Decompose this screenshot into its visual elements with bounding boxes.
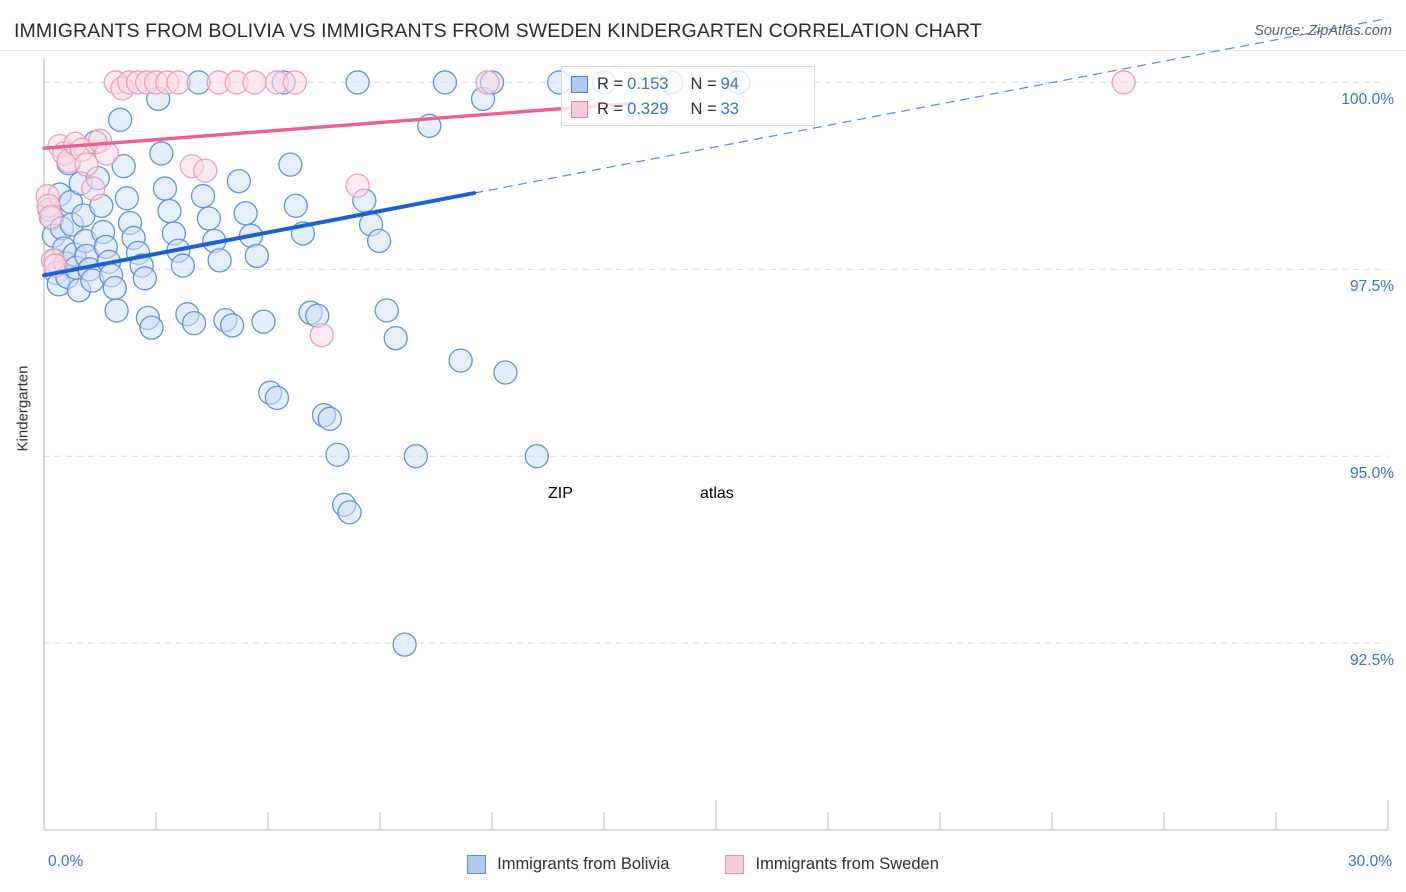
legend-item-bolivia[interactable]: Immigrants from Bolivia — [467, 854, 670, 874]
y-tick-label: 100.0% — [1341, 91, 1394, 109]
scatter-points — [35, 70, 1136, 657]
pink-r-value: 0.329 — [627, 100, 669, 118]
watermark-atlas: atlas — [700, 485, 734, 502]
pink-n-label: N = — [690, 100, 717, 118]
legend-label-bolivia: Immigrants from Bolivia — [497, 854, 670, 873]
watermark: ZIP atlas — [548, 485, 734, 502]
blue-n-value: 94 — [720, 75, 739, 93]
legend-label-sweden: Immigrants from Sweden — [755, 854, 939, 873]
y-tick-label: 95.0% — [1350, 465, 1394, 483]
blue-r-value: 0.153 — [627, 75, 669, 93]
stats-row-blue: R = 0.153 N = 94 — [571, 72, 805, 97]
x-tick-label: 30.0% — [1348, 853, 1392, 870]
y-tick-label: 97.5% — [1350, 278, 1394, 296]
pink-n-value: 33 — [720, 100, 739, 118]
source-attribution: Source: ZipAtlas.com — [1254, 23, 1392, 39]
series-legend: Immigrants from Bolivia Immigrants from … — [0, 849, 1406, 879]
x-tick-label: 0.0% — [48, 853, 84, 870]
blue-n-label: N = — [690, 75, 717, 93]
page-title: IMMIGRANTS FROM BOLIVIA VS IMMIGRANTS FR… — [14, 20, 982, 42]
sweden-swatch-icon — [725, 854, 745, 874]
correlation-stats-box: R = 0.153 N = 94 R = 0.329 N = 33 — [561, 66, 815, 126]
pink-r-label: R = — [597, 100, 624, 118]
legend-item-sweden[interactable]: Immigrants from Sweden — [725, 854, 939, 874]
header-divider — [0, 50, 1406, 51]
blue-r-label: R = — [597, 75, 624, 93]
blue-swatch-icon — [571, 76, 588, 93]
bolivia-swatch-icon — [467, 854, 487, 874]
pink-swatch-icon — [571, 101, 588, 118]
y-tick-label: 92.5% — [1350, 652, 1394, 670]
trend-lines — [42, 17, 1389, 278]
gridlines — [44, 81, 1388, 644]
watermark-zip: ZIP — [548, 485, 573, 502]
stats-row-pink: R = 0.329 N = 33 — [571, 97, 805, 122]
